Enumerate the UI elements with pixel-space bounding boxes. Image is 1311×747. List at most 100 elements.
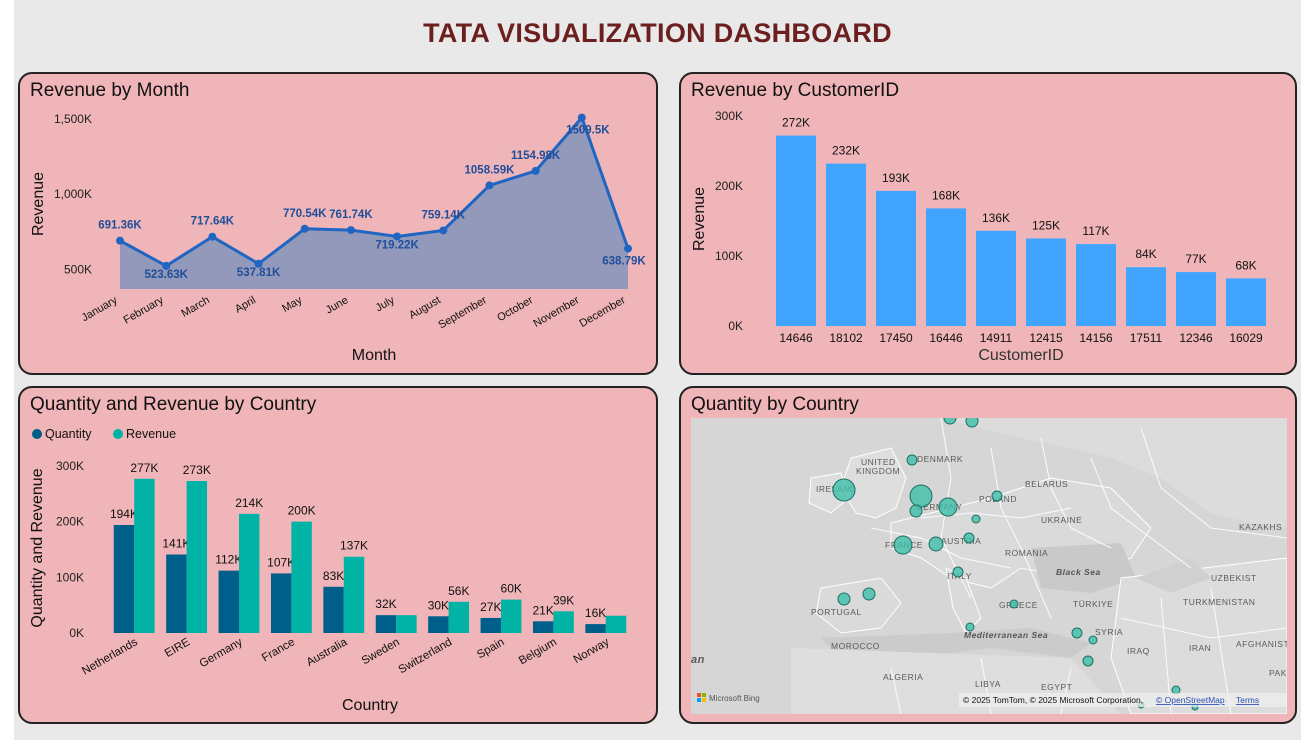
map-label-mediterranean: Mediterranean Sea: [964, 630, 1048, 640]
map-bubble: [965, 622, 975, 632]
x-tick-label: January: [80, 294, 120, 324]
bar: [113, 525, 135, 633]
bar: [501, 599, 522, 633]
bar: [826, 163, 866, 326]
bar: [186, 481, 208, 633]
bing-logo: Microsoft Bing: [697, 693, 760, 703]
data-point: [439, 226, 448, 235]
data-label: 717.64K: [191, 216, 235, 228]
x-tick-label: 14911: [980, 331, 1013, 345]
data-label: 27K: [480, 600, 501, 614]
data-label: 117K: [1082, 224, 1109, 238]
revenue-area: [120, 117, 628, 289]
map-bubble: [963, 532, 975, 544]
map-bubble: [1088, 635, 1098, 645]
x-tick-label: June: [324, 294, 351, 316]
openstreetmap-link[interactable]: © OpenStreetMap: [1156, 695, 1225, 705]
x-tick-label: July: [374, 294, 397, 314]
bar: [270, 573, 292, 633]
land-north: [691, 418, 1287, 528]
panel-title: Quantity by Country: [691, 394, 859, 415]
x-tick-label: December: [578, 294, 628, 330]
bar: [166, 554, 187, 633]
data-point: [346, 226, 355, 235]
map-label-portugal: PORTUGAL: [811, 607, 862, 617]
revenue-by-month-chart[interactable]: 500K 1,000K 1,500K Revenue Month 691.36K Janua…: [20, 74, 656, 373]
data-label: 194K: [110, 507, 138, 521]
terms-link[interactable]: Terms: [1236, 695, 1259, 705]
x-tick-label: Germany: [198, 636, 245, 670]
data-label: 214K: [235, 496, 263, 510]
bar: [605, 615, 627, 633]
x-axis-title: Month: [352, 347, 396, 364]
bar: [876, 190, 916, 326]
x-tick-label: 16446: [929, 331, 963, 345]
data-label: 277K: [130, 461, 158, 475]
data-point: [300, 224, 309, 233]
map-attribution: © 2025 TomTom, © 2025 Microsoft Corporat…: [963, 695, 1143, 705]
map-bubble: [928, 536, 944, 552]
map-bubble: [1082, 655, 1094, 667]
quantity-revenue-by-country-panel[interactable]: Quantity and Revenue by Country Quantity…: [18, 386, 658, 724]
x-tick-label: March: [179, 294, 211, 320]
data-point: [208, 232, 217, 241]
bar: [343, 556, 365, 633]
y-axis-title: Quantity and Revenue: [29, 468, 46, 627]
data-label: 21K: [533, 603, 554, 617]
map-label-turkmen: TURKMENISTAN: [1183, 597, 1255, 607]
data-point: [485, 181, 494, 190]
data-label: 537.81K: [237, 267, 281, 279]
map-label-left: an: [691, 654, 705, 666]
y-axis-title: Revenue: [691, 187, 708, 251]
revenue-by-customer-chart[interactable]: 0K 100K 200K 300K Revenue CustomerID 272K 14646…: [681, 74, 1295, 373]
map-label-turkiye: TÜRKIYE: [1073, 599, 1113, 609]
data-label: 761.74K: [329, 209, 373, 221]
y-tick-label: 0K: [728, 319, 743, 333]
data-label: 60K: [501, 582, 522, 596]
attribution-bar: [959, 693, 1287, 707]
map-label-belarus: BELARUS: [1025, 479, 1068, 489]
mediterranean-sea: [821, 628, 1091, 658]
bar: [239, 513, 260, 633]
data-label: 232K: [832, 144, 860, 158]
legend-marker: [113, 429, 123, 439]
y-axis-title: Revenue: [30, 172, 47, 236]
data-label: 168K: [932, 188, 960, 202]
map-svg[interactable]: UNITED KINGDOM IRELAND DENMARK POLAND BE…: [691, 418, 1287, 714]
bar: [776, 135, 816, 326]
black-sea: [1031, 543, 1136, 593]
data-label: 1509.5K: [566, 125, 610, 137]
bing-logo-text: Microsoft Bing: [709, 694, 760, 703]
map-label-libya: LIBYA: [975, 679, 1001, 689]
y-tick-label: 100K: [56, 570, 84, 584]
map-bubbles: [832, 418, 1199, 711]
data-label: 1058.59K: [465, 164, 516, 176]
map-bubble: [965, 418, 979, 428]
data-point: [577, 113, 586, 122]
y-tick-label: 200K: [56, 515, 84, 529]
x-tick-label: April: [233, 294, 258, 315]
data-point: [531, 166, 540, 175]
data-label: 16K: [585, 606, 606, 620]
x-tick-label: EIRE: [163, 636, 193, 660]
map-bubble: [952, 566, 964, 578]
x-tick-label: 17511: [1130, 331, 1163, 345]
quantity-by-country-panel[interactable]: Quantity by Country: [679, 386, 1297, 724]
map-label-kazakh: KAZAKHS: [1239, 522, 1282, 532]
map-bubble: [909, 484, 933, 508]
revenue-by-customer-panel[interactable]: Revenue by CustomerID 0K 100K 200K 300K Reve…: [679, 72, 1297, 375]
revenue-by-month-panel[interactable]: Revenue by Month 500K 1,000K 1,500K Revenue…: [18, 72, 658, 375]
map-label-iraq: IRAQ: [1127, 646, 1150, 656]
map-label-algeria: ALGERIA: [883, 672, 923, 682]
land-middle-east: [1110, 557, 1287, 714]
bar: [448, 601, 470, 633]
panel-title: Revenue by CustomerID: [691, 80, 900, 101]
y-tick-label: 500K: [64, 262, 92, 276]
data-label: 719.22K: [375, 239, 419, 251]
map-label-romania: ROMANIA: [1005, 548, 1048, 558]
map-view[interactable]: UNITED KINGDOM IRELAND DENMARK POLAND BE…: [691, 418, 1287, 714]
data-label: 107K: [267, 555, 295, 569]
map-bubble: [971, 514, 981, 524]
bar: [553, 611, 574, 633]
